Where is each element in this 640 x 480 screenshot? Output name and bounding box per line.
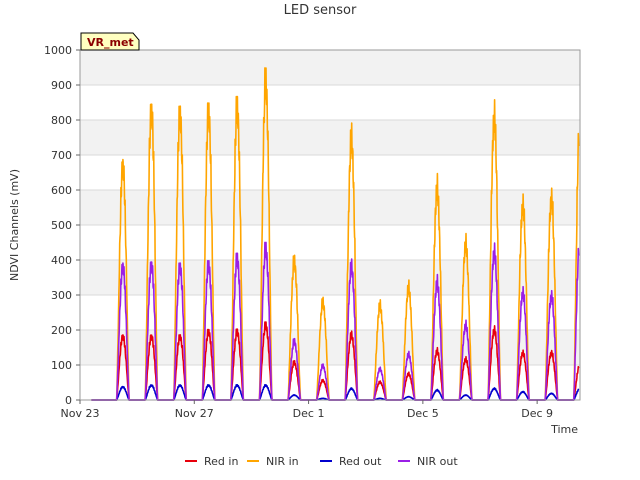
legend-label: Red in: [204, 455, 238, 468]
badge-label: VR_met: [87, 36, 134, 49]
y-tick-label: 1000: [44, 44, 72, 57]
site-badge: VR_met: [80, 32, 140, 51]
y-tick-label: 0: [65, 394, 72, 407]
x-tick-label: Nov 27: [175, 407, 214, 420]
plot-band: [80, 50, 580, 85]
y-tick-label: 400: [51, 254, 72, 267]
x-axis-label: Time: [550, 423, 578, 436]
x-axis: Nov 23 Nov 27 Dec 1 Dec 5 Dec 9: [61, 400, 553, 420]
x-tick-label: Nov 23: [61, 407, 100, 420]
y-tick-label: 600: [51, 184, 72, 197]
y-tick-label: 200: [51, 324, 72, 337]
y-tick-label: 500: [51, 219, 72, 232]
x-tick-label: Dec 9: [521, 407, 553, 420]
y-tick-label: 100: [51, 359, 72, 372]
y-tick-label: 800: [51, 114, 72, 127]
x-tick-label: Dec 1: [293, 407, 325, 420]
legend-label: NIR out: [417, 455, 458, 468]
y-axis: 0 100 200 300 400 500 600 700 800 900 1000: [44, 44, 80, 407]
y-axis-label: NDVI Channels (mV): [8, 169, 21, 281]
badge-shape: [80, 32, 140, 51]
chart-title: LED sensor: [284, 3, 357, 18]
plot-band: [80, 225, 580, 260]
plot-band: [80, 155, 580, 190]
plot-band: [80, 120, 580, 155]
y-tick-label: 900: [51, 79, 72, 92]
x-tick-label: Dec 5: [407, 407, 439, 420]
plot-band: [80, 365, 580, 400]
y-tick-label: 700: [51, 149, 72, 162]
y-tick-label: 300: [51, 289, 72, 302]
plot-band: [80, 85, 580, 120]
legend-label: Red out: [339, 455, 382, 468]
legend: Red in NIR in Red out NIR out: [185, 455, 458, 468]
legend-label: NIR in: [266, 455, 299, 468]
